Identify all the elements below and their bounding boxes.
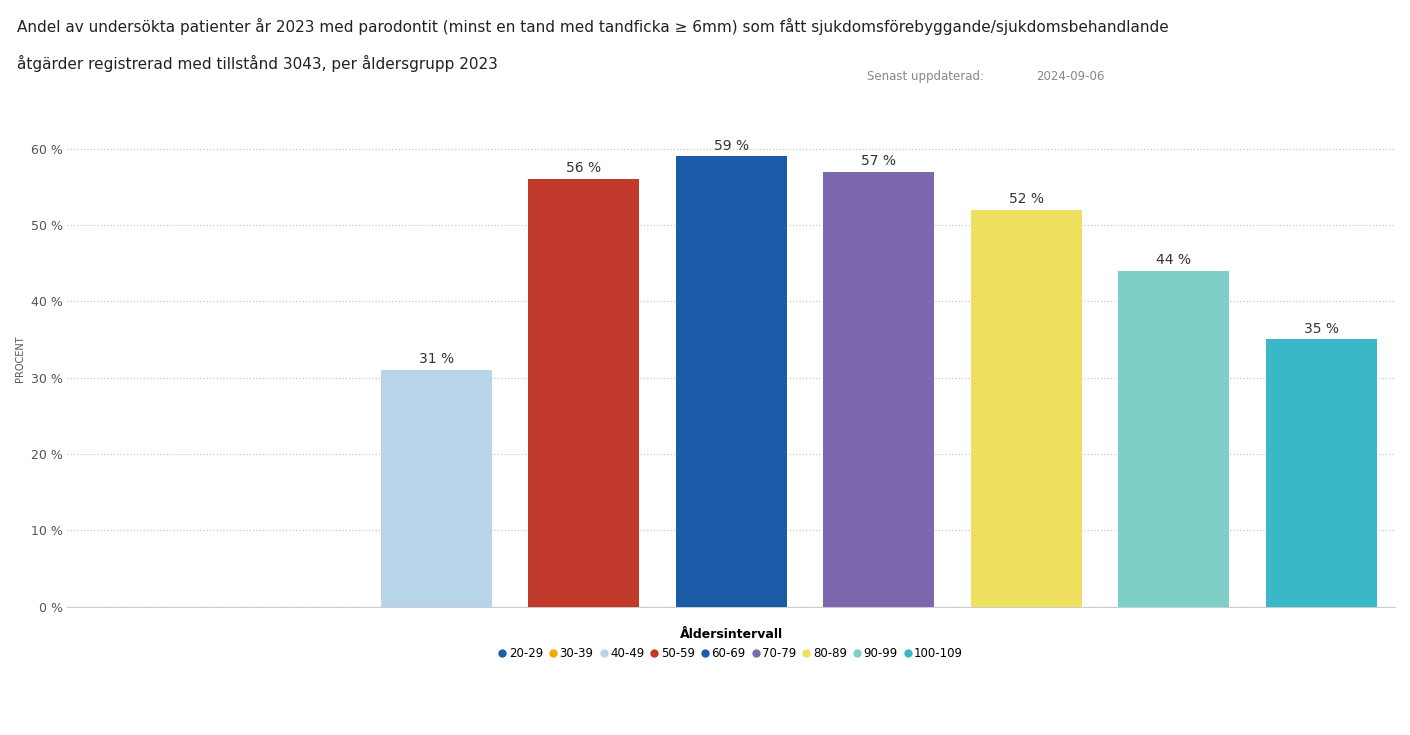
Bar [1118,270,1230,606]
Y-axis label: PROCENT: PROCENT [16,335,25,382]
Bar [381,370,492,606]
Bar [823,171,933,606]
Text: åtgärder registrerad med tillstånd 3043, per åldersgrupp 2023: åtgärder registrerad med tillstånd 3043,… [17,55,498,72]
Text: 31 %: 31 % [419,352,454,366]
Bar [675,157,787,606]
Text: 57 %: 57 % [862,154,897,168]
Text: 35 %: 35 % [1304,322,1338,336]
Bar [1266,340,1376,606]
Text: 56 %: 56 % [567,162,601,176]
Bar [529,179,639,606]
Text: 59 %: 59 % [713,138,749,153]
Text: 52 %: 52 % [1008,192,1043,206]
Legend: 20-29, 30-39, 40-49, 50-59, 60-69, 70-79, 80-89, 90-99, 100-109: 20-29, 30-39, 40-49, 50-59, 60-69, 70-79… [499,628,963,660]
Text: Senast uppdaterad:: Senast uppdaterad: [867,70,984,83]
Bar [971,209,1081,606]
Text: 44 %: 44 % [1156,253,1191,267]
Text: Andel av undersökta patienter år 2023 med parodontit (minst en tand med tandfick: Andel av undersökta patienter år 2023 me… [17,18,1169,35]
Text: 2024-09-06: 2024-09-06 [1036,70,1104,83]
